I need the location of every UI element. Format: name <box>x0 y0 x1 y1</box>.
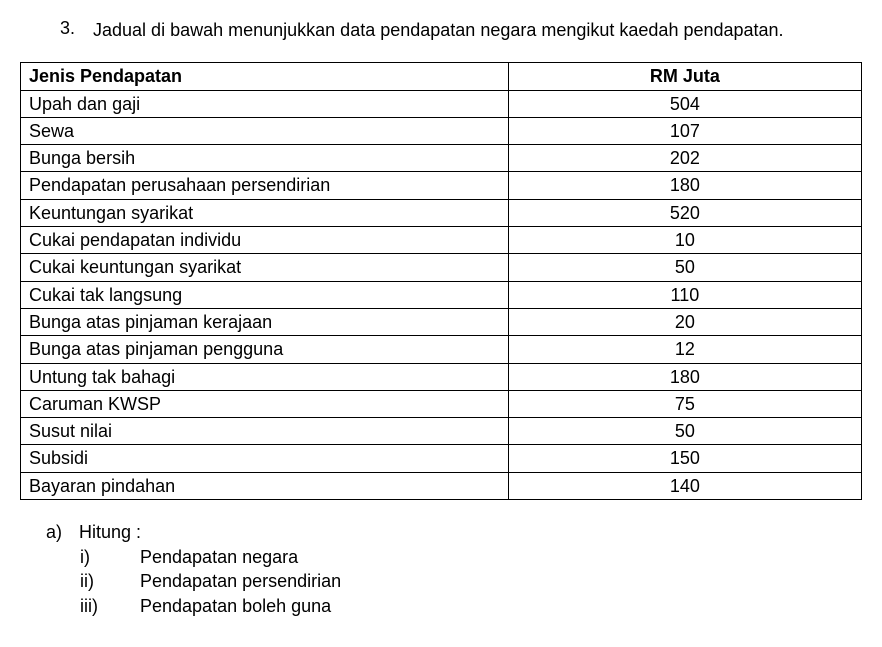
question-text: Jadual di bawah menunjukkan data pendapa… <box>93 18 793 42</box>
table-row: Bunga bersih202 <box>21 145 862 172</box>
table-row: Susut nilai50 <box>21 418 862 445</box>
row-label: Bunga atas pinjaman kerajaan <box>21 308 509 335</box>
table-row: Upah dan gaji504 <box>21 90 862 117</box>
row-label: Cukai pendapatan individu <box>21 227 509 254</box>
table-row: Bayaran pindahan140 <box>21 472 862 499</box>
row-label: Cukai keuntungan syarikat <box>21 254 509 281</box>
subquestion-letter: a) <box>46 522 74 543</box>
row-label: Keuntungan syarikat <box>21 199 509 226</box>
row-value: 504 <box>508 90 861 117</box>
question-number: 3. <box>60 18 88 39</box>
subquestion-item: ii)Pendapatan persendirian <box>80 569 862 593</box>
table-row: Untung tak bahagi180 <box>21 363 862 390</box>
row-value: 20 <box>508 308 861 335</box>
table-header-row: Jenis Pendapatan RM Juta <box>21 63 862 90</box>
header-label: Jenis Pendapatan <box>21 63 509 90</box>
row-value: 180 <box>508 363 861 390</box>
table-row: Cukai keuntungan syarikat50 <box>21 254 862 281</box>
row-value: 202 <box>508 145 861 172</box>
subquestion-item: i)Pendapatan negara <box>80 545 862 569</box>
table-body: Upah dan gaji504Sewa107Bunga bersih202Pe… <box>21 90 862 499</box>
row-label: Susut nilai <box>21 418 509 445</box>
row-label: Cukai tak langsung <box>21 281 509 308</box>
item-roman: i) <box>80 545 140 569</box>
row-label: Untung tak bahagi <box>21 363 509 390</box>
income-table: Jenis Pendapatan RM Juta Upah dan gaji50… <box>20 62 862 500</box>
table-row: Subsidi150 <box>21 445 862 472</box>
table-row: Bunga atas pinjaman pengguna12 <box>21 336 862 363</box>
row-value: 10 <box>508 227 861 254</box>
subquestion-items: i)Pendapatan negaraii)Pendapatan persend… <box>80 545 862 618</box>
header-value: RM Juta <box>508 63 861 90</box>
question-block: 3. Jadual di bawah menunjukkan data pend… <box>60 18 862 42</box>
row-label: Subsidi <box>21 445 509 472</box>
row-value: 110 <box>508 281 861 308</box>
row-value: 75 <box>508 390 861 417</box>
item-roman: ii) <box>80 569 140 593</box>
row-value: 107 <box>508 117 861 144</box>
subquestion-item: iii)Pendapatan boleh guna <box>80 594 862 618</box>
row-label: Bunga atas pinjaman pengguna <box>21 336 509 363</box>
row-label: Bunga bersih <box>21 145 509 172</box>
row-label: Caruman KWSP <box>21 390 509 417</box>
row-label: Upah dan gaji <box>21 90 509 117</box>
item-label: Pendapatan boleh guna <box>140 594 331 618</box>
table-row: Cukai pendapatan individu10 <box>21 227 862 254</box>
table-row: Caruman KWSP75 <box>21 390 862 417</box>
item-label: Pendapatan persendirian <box>140 569 341 593</box>
subquestion-block: a) Hitung : i)Pendapatan negaraii)Pendap… <box>46 522 862 618</box>
subquestion-prompt: Hitung : <box>79 522 141 543</box>
row-label: Pendapatan perusahaan persendirian <box>21 172 509 199</box>
row-value: 50 <box>508 418 861 445</box>
row-label: Bayaran pindahan <box>21 472 509 499</box>
row-value: 520 <box>508 199 861 226</box>
row-label: Sewa <box>21 117 509 144</box>
item-label: Pendapatan negara <box>140 545 298 569</box>
table-row: Cukai tak langsung110 <box>21 281 862 308</box>
row-value: 50 <box>508 254 861 281</box>
row-value: 12 <box>508 336 861 363</box>
row-value: 150 <box>508 445 861 472</box>
subquestion-header: a) Hitung : <box>46 522 862 543</box>
row-value: 180 <box>508 172 861 199</box>
table-row: Pendapatan perusahaan persendirian180 <box>21 172 862 199</box>
row-value: 140 <box>508 472 861 499</box>
table-row: Sewa107 <box>21 117 862 144</box>
item-roman: iii) <box>80 594 140 618</box>
table-row: Bunga atas pinjaman kerajaan20 <box>21 308 862 335</box>
table-row: Keuntungan syarikat520 <box>21 199 862 226</box>
